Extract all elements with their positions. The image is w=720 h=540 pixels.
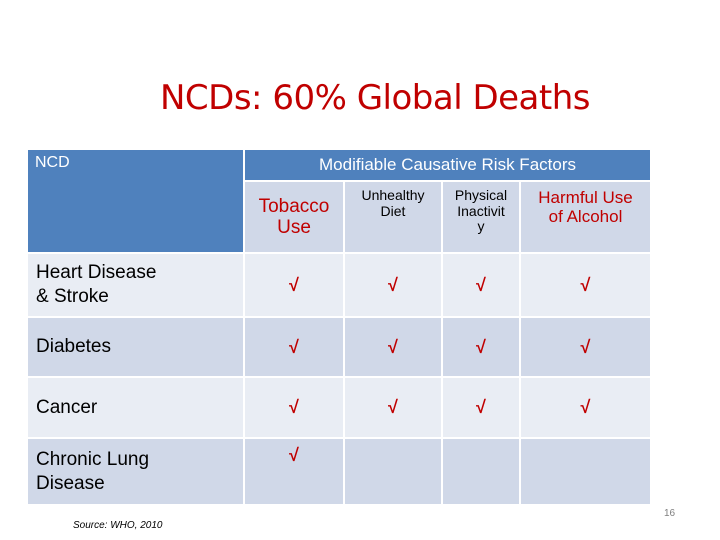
row-label-diabetes: Diabetes [28,318,243,376]
check-cell: √ [521,318,650,376]
check-cell: √ [443,378,519,437]
risk-factor-diet: Unhealthy Diet [345,182,441,252]
row-label-cancer: Cancer [28,378,243,437]
check-cell: √ [245,378,343,437]
check-cell: √ [345,318,441,376]
risk-factor-tobacco: Tobacco Use [245,182,343,252]
check-cell: √ [443,254,519,316]
slide-title: NCDs: 60% Global Deaths [159,78,591,118]
row-label-heart-disease: Heart Disease & Stroke [28,254,243,316]
check-cell: √ [345,378,441,437]
source-citation: Source: WHO, 2010 [73,520,163,531]
row-label-chronic-lung-disease: Chronic Lung Disease [28,439,243,504]
check-cell: √ [245,318,343,376]
risk-factors-header: Modifiable Causative Risk Factors [245,150,650,180]
check-cell [345,439,441,504]
ncd-risk-table: NCD Modifiable Causative Risk Factors To… [28,150,650,504]
risk-factor-alcohol: Harmful Use of Alcohol [521,182,650,252]
check-cell: √ [521,254,650,316]
check-cell: √ [521,378,650,437]
check-cell: √ [245,439,343,504]
check-cell [521,439,650,504]
ncd-column-header: NCD [28,150,243,252]
risk-factor-inactivity: Physical Inactivit y [443,182,519,252]
check-cell [443,439,519,504]
check-cell: √ [345,254,441,316]
page-number: 16 [664,508,676,519]
check-cell: √ [245,254,343,316]
check-cell: √ [443,318,519,376]
